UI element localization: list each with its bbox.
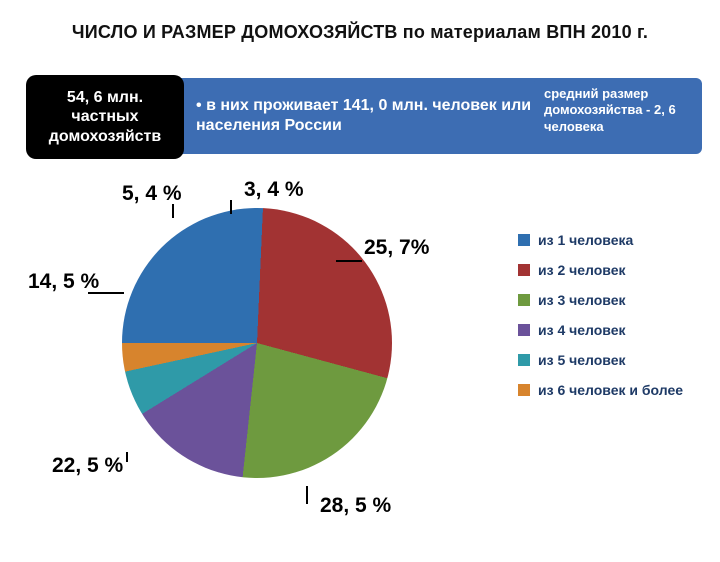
legend-item-4: из 4 человек — [518, 322, 698, 338]
legend-label-5: из 5 человек — [538, 352, 626, 368]
pie-chart-area: 25, 7% 28, 5 % 22, 5 % 14, 5 % 5, 4 % 3,… — [54, 182, 434, 542]
legend-label-3: из 3 человек — [538, 292, 626, 308]
avg-text: средний размер домохозяйства - 2, 6 чело… — [544, 86, 676, 134]
households-line1: 54, 6 млн. — [67, 88, 143, 107]
legend-swatch-4 — [518, 324, 530, 336]
leader-line-6 — [230, 200, 232, 214]
legend-item-3: из 3 человек — [518, 292, 698, 308]
callout-5-text: 5, 4 % — [122, 182, 182, 205]
callout-2: 28, 5 % — [320, 494, 391, 518]
callout-3-text: 22, 5 % — [52, 454, 123, 477]
total-households-box: 54, 6 млн. частных домохозяйств — [26, 75, 184, 159]
leader-line-4 — [88, 292, 124, 294]
legend-item-1: из 1 человека — [518, 232, 698, 248]
title-text: ЧИСЛО И РАЗМЕР ДОМОХОЗЯЙСТВ по материала… — [72, 22, 648, 42]
leader-line-3 — [126, 452, 128, 462]
callout-5: 5, 4 % — [122, 182, 182, 206]
callout-6: 3, 4 % — [244, 178, 304, 202]
legend-swatch-2 — [518, 264, 530, 276]
legend: из 1 человека из 2 человек из 3 человек … — [518, 232, 698, 412]
legend-item-2: из 2 человек — [518, 262, 698, 278]
legend-label-4: из 4 человек — [538, 322, 626, 338]
households-line2: частных — [71, 107, 138, 126]
page-title: ЧИСЛО И РАЗМЕР ДОМОХОЗЯЙСТВ по материала… — [0, 22, 720, 43]
callout-1-text: 25, 7% — [364, 236, 429, 259]
callout-2-text: 28, 5 % — [320, 494, 391, 517]
legend-swatch-6 — [518, 384, 530, 396]
legend-swatch-1 — [518, 234, 530, 246]
leader-line-2 — [306, 486, 308, 504]
callout-4: 14, 5 % — [28, 270, 99, 294]
average-size-box: средний размер домохозяйства - 2, 6 чело… — [534, 78, 702, 154]
legend-swatch-5 — [518, 354, 530, 366]
legend-swatch-3 — [518, 294, 530, 306]
legend-label-6: из 6 человек и более — [538, 382, 683, 398]
legend-item-6: из 6 человек и более — [518, 382, 698, 398]
legend-label-2: из 2 человек — [538, 262, 626, 278]
legend-label-1: из 1 человека — [538, 232, 633, 248]
households-line3: домохозяйств — [49, 127, 161, 146]
callout-6-text: 3, 4 % — [244, 178, 304, 201]
banner-bullet: • — [196, 97, 202, 114]
leader-line-5 — [172, 204, 174, 218]
callout-1: 25, 7% — [364, 236, 429, 260]
callout-4-text: 14, 5 % — [28, 270, 99, 293]
leader-line-1 — [336, 260, 362, 262]
callout-3: 22, 5 % — [52, 454, 123, 478]
legend-item-5: из 5 человек — [518, 352, 698, 368]
pie-chart — [122, 208, 392, 478]
